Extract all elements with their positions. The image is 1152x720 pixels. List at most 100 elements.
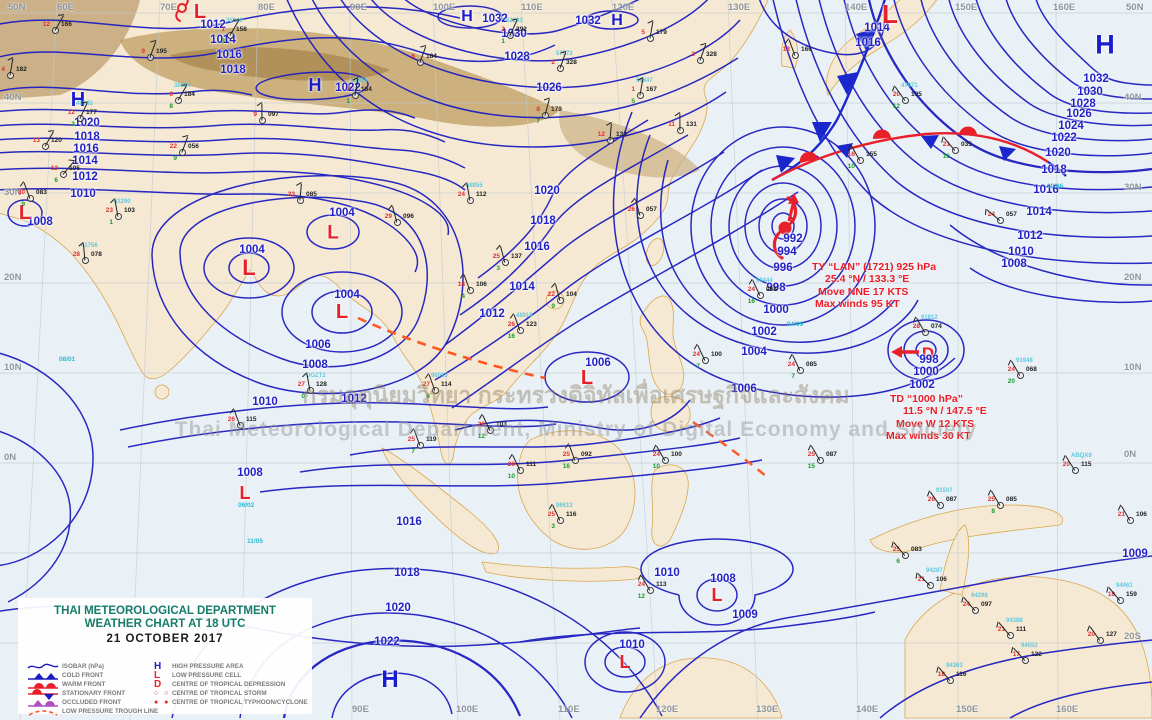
grid-label-right: 40N — [1124, 92, 1142, 103]
isobar-label: 1006 — [585, 357, 611, 369]
isobar-label: 1008 — [302, 359, 328, 371]
grid-label-right: 30N — [1124, 182, 1142, 193]
station-id: 96613 — [556, 503, 573, 509]
grid-label-left: 40N — [4, 92, 22, 103]
station-g: 8 — [991, 508, 995, 515]
station-p: 103 — [496, 421, 507, 428]
isobar-label: 1018 — [394, 567, 420, 579]
grid-label-top: 140E — [845, 2, 868, 13]
station-t: 20 — [1087, 631, 1095, 638]
annotation-line: Max winds 30 KT — [886, 429, 971, 442]
annotation-line: 25.4 °N / 133.3 °E — [825, 273, 910, 286]
legend-row-trough: LOW PRESSURE TROUGH LINE — [26, 707, 158, 716]
legend-row-storm: ○ ○ CENTRE OF TROPICAL STORM — [154, 689, 267, 698]
station-p: 115 — [246, 416, 257, 423]
low-pressure-marker: L — [239, 483, 251, 503]
station-t: 26 — [507, 321, 515, 328]
station-id: 48855 — [466, 183, 483, 189]
station-p: 096 — [403, 213, 414, 220]
station-id: ABQX9 — [1071, 453, 1092, 459]
station-id: 38334 — [174, 83, 191, 89]
cape-york — [939, 524, 970, 596]
station-p: 074 — [931, 323, 942, 330]
fronts — [357, 0, 1067, 479]
station-t: 8 — [536, 106, 540, 113]
station-t: 27 — [297, 381, 305, 388]
grid-label-left: 10N — [4, 362, 22, 373]
station-t: 25 — [492, 253, 500, 260]
station-p: 106 — [476, 281, 487, 288]
chart-subtitle: WEATHER CHART AT 18 UTC — [84, 618, 246, 630]
isobar-label: 1028 — [504, 51, 530, 63]
isobar-label: 1008 — [237, 467, 263, 479]
cold-front-triangles — [776, 28, 877, 173]
station-circle — [1117, 597, 1124, 604]
station-g: 0 — [301, 393, 305, 400]
isobar-label: 1010 — [1008, 246, 1034, 258]
station-p: 166 — [801, 46, 812, 53]
station-t: 3 — [691, 51, 695, 58]
trough-line-2 — [692, 421, 769, 479]
isobar-label: 992 — [783, 233, 803, 245]
isobar-label: 1009 — [1122, 548, 1148, 560]
station-p: 182 — [16, 66, 27, 73]
grid-label-left: 30N — [4, 187, 22, 198]
obs-time-stamp: 10/06 — [1047, 183, 1064, 190]
grid-label-top: 100E — [433, 2, 456, 13]
station-g: 6 — [54, 177, 58, 184]
isobar-label: 1018 — [1041, 164, 1067, 176]
station-p: 177 — [86, 109, 97, 116]
station-circle — [237, 422, 244, 429]
low-pressure-marker: L — [193, 1, 207, 23]
station-t: 24 — [1007, 366, 1015, 373]
station-t: 30 — [17, 189, 25, 196]
isobar-label: 1014 — [72, 155, 98, 167]
legend-label: WARM FRONT — [62, 681, 106, 688]
station-id: 47971 — [901, 83, 918, 89]
station-id: 48919 — [516, 313, 533, 319]
station-g: 5 — [631, 98, 635, 105]
grid-label-bottom: 140E — [856, 704, 879, 715]
station-p: 111 — [1016, 626, 1027, 633]
isobar-label: 1016 — [396, 516, 422, 528]
isobar-label: 1028 — [1070, 98, 1096, 110]
grid-label-bottom: 90E — [352, 704, 369, 715]
station-t: 25 — [987, 496, 995, 503]
station-id: 40745 — [76, 101, 93, 107]
station-t: 18 — [937, 671, 945, 678]
station-p: 056 — [188, 143, 199, 150]
station-circle — [517, 467, 524, 474]
station-circle — [937, 502, 944, 509]
station-circle — [27, 195, 34, 202]
station-g: 12 — [892, 103, 900, 110]
station-t: 28 — [912, 323, 920, 330]
legend-label: OCCLUDED FRONT — [62, 699, 122, 706]
station-t: 13 — [782, 46, 790, 53]
station-p: 127 — [1106, 631, 1117, 638]
isobar-label: 1016 — [855, 37, 881, 49]
station-p: 087 — [946, 496, 957, 503]
station-t: 21 — [942, 141, 950, 148]
station-id: 91948 — [1016, 358, 1033, 364]
sri-lanka — [154, 384, 170, 400]
legend-row-cold-front: COLD FRONT — [26, 671, 103, 680]
station-p: 195 — [156, 48, 167, 55]
station-id: 91812 — [921, 315, 938, 321]
isobar-label: 1004 — [741, 346, 767, 358]
station-t: 2 — [551, 59, 555, 66]
station-p: 122 — [1031, 651, 1042, 658]
tropical-storm-icon — [175, 0, 189, 22]
legend-label: CENTRE OF TROPICAL TYPHOON/CYCLONE — [172, 699, 308, 706]
station-t: 6 — [169, 91, 173, 98]
station-g: 1 — [501, 38, 505, 45]
station-t: 25 — [892, 546, 900, 553]
chart-legend-box: THAI METEOROLOGICAL DEPARTMENT WEATHER C… — [18, 598, 312, 716]
chart-date: 21 OCTOBER 2017 — [106, 633, 224, 645]
station-t: 25 — [407, 436, 415, 443]
station-id: 41290 — [114, 199, 131, 205]
station-t: 26 — [227, 416, 235, 423]
grid-label-top: 80E — [258, 2, 275, 13]
isobar-label: 996 — [773, 262, 793, 274]
grid-label-bottom: 160E — [1056, 704, 1079, 715]
